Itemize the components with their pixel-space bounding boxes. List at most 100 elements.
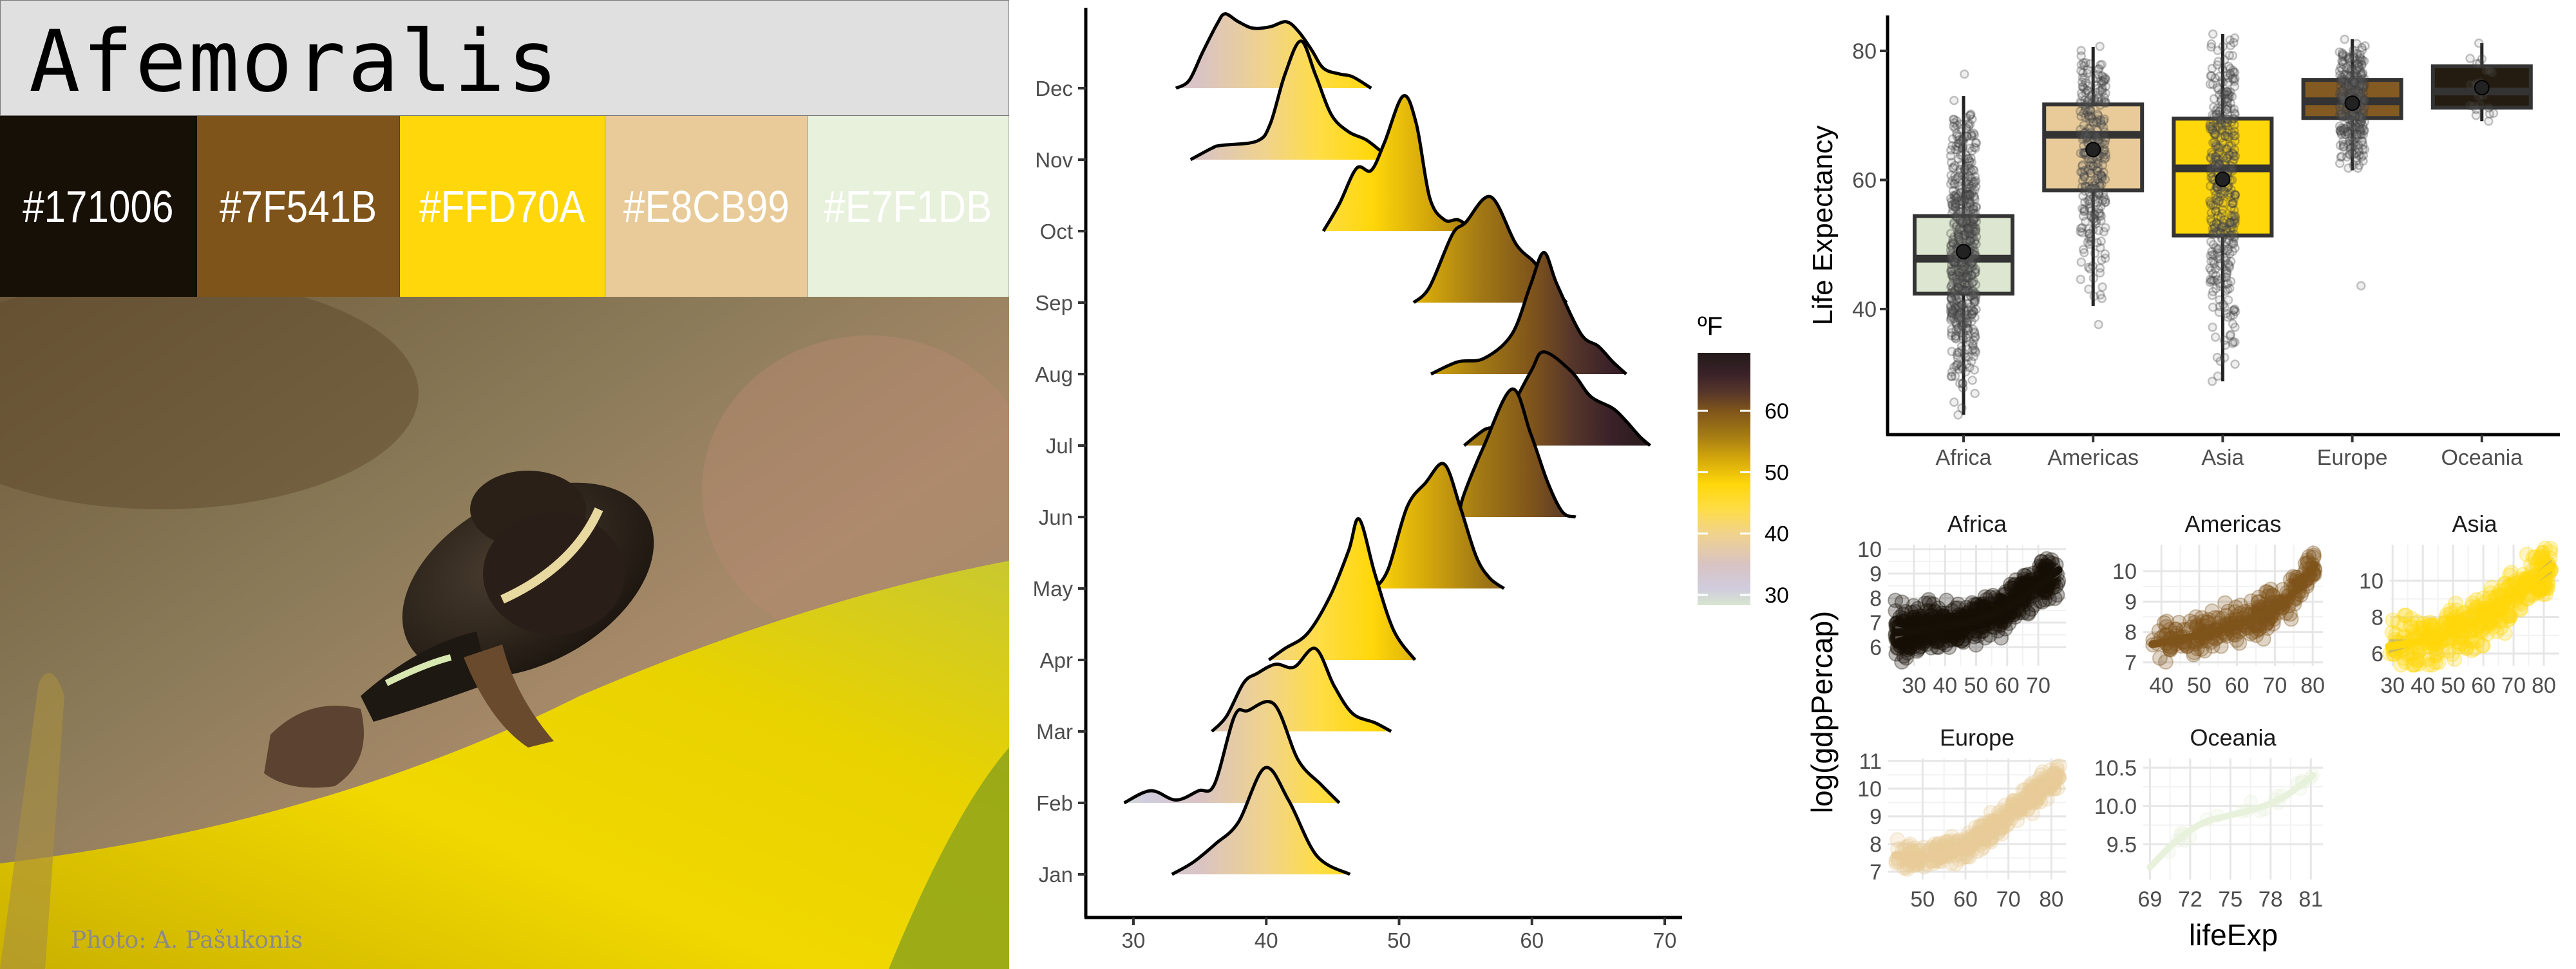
smooth-ci-band [2389,559,2552,654]
scatter-point [1891,625,1907,641]
legend-colorbar [1698,353,1750,605]
scatter-point [2038,576,2054,592]
scatter-point [1941,847,1957,863]
jitter-point [1946,267,1956,276]
scatter-point [1951,832,1967,848]
scatter-point [2453,616,2469,632]
scatter-point [2162,622,2178,638]
jitter-point [2230,126,2239,136]
scatter-point [1969,623,1985,639]
scatter-point [2430,654,2447,670]
jitter-point [2353,111,2363,122]
jitter-point [2096,118,2106,128]
jitter-point [1965,119,1975,129]
scatter-point [2467,641,2483,657]
scatter-point [2538,563,2554,579]
scatter-point [1895,613,1911,629]
scatter-point [2175,622,2192,638]
jitter-point [1947,271,1957,281]
scatter-point [2005,605,2022,621]
scatter-point [2011,803,2027,819]
scatter-point [2261,604,2277,620]
jitter-point [1961,191,1971,201]
scatter-point [2436,616,2452,632]
facet-y-tick-label: 8 [2125,621,2137,645]
scatter-point [2021,793,2037,809]
scatter-point [2523,573,2539,589]
scatter-point [2024,572,2040,588]
scatter-point [2510,589,2526,605]
jitter-point [1962,216,1971,226]
jitter-point [1956,341,1967,352]
scatter-point [2049,576,2065,592]
scatter-point [2225,625,2241,641]
ridge-y-tick-label: Aug [1035,362,1073,386]
jitter-point [2226,203,2236,213]
scatter-point [2458,610,2474,626]
scatter-point [2027,791,2043,807]
scatter-point [1943,840,1959,856]
jitter-point [2224,93,2233,103]
scatter-point [1946,842,1962,858]
scatter-point [2298,561,2314,578]
jitter-point [1956,362,1967,372]
jitter-point [1969,328,1980,338]
scatter-point [2217,616,2233,632]
jitter-point [1958,313,1969,323]
jitter-point [1961,367,1971,377]
scatter-point [2427,654,2443,670]
jitter-point [2346,89,2356,99]
facet-x-tick-label: 60 [1995,673,2020,698]
jitter-point [2228,198,2237,209]
scatter-point [2022,777,2038,793]
jitter-point [2226,211,2236,221]
jitter-point [2338,140,2349,149]
jitter-point [1969,297,1979,307]
jitter-point [2334,121,2345,131]
jitter-point [2092,159,2101,169]
scatter-point [2032,778,2049,794]
scatter-point [2497,575,2513,591]
jitter-point [2351,71,2362,80]
jitter-point [2227,128,2237,138]
jitter-point [1967,186,1978,196]
scatter-point [2286,596,2302,612]
jitter-point [1969,179,1978,189]
jitter-point [1947,346,1956,357]
jitter-point [2230,190,2240,200]
scatter-point [1998,584,2014,600]
jitter-point [1952,301,1962,310]
scatter-point [2027,577,2043,593]
scatter-point [1989,601,2005,617]
scatter-point [2001,601,2017,617]
scatter-point [1962,849,1978,865]
jitter-point [1969,297,1979,306]
jitter-point [2083,65,2093,75]
scatter-point [1989,825,2005,841]
scatter-point [1913,853,1929,869]
jitter-point [2222,105,2232,115]
scatter-point [1947,625,1964,641]
jitter-point [2099,154,2110,164]
scatter-point [2539,557,2555,573]
scatter-point [2012,580,2028,596]
scatter-point [2000,599,2016,615]
scatter-point [2264,608,2280,625]
scatter-point [2251,601,2268,617]
scatter-point [2530,578,2546,594]
scatter-point [2034,554,2050,570]
scatter-point [1909,632,1926,648]
scatter-point [1901,838,1917,854]
scatter-point [1900,617,1917,633]
smooth-ci-band [1895,563,2059,639]
jitter-point [2099,144,2109,155]
jitter-point [1949,298,1959,308]
scatter-point [1910,849,1926,865]
facet-y-tick-label: 6 [1870,635,1882,660]
scatter-point [1895,606,1911,622]
jitter-point [2359,125,2369,135]
scatter-point [1910,616,1926,632]
scatter-point [1892,609,1908,625]
scatter-point [2265,616,2281,632]
mean-point [2474,80,2490,96]
